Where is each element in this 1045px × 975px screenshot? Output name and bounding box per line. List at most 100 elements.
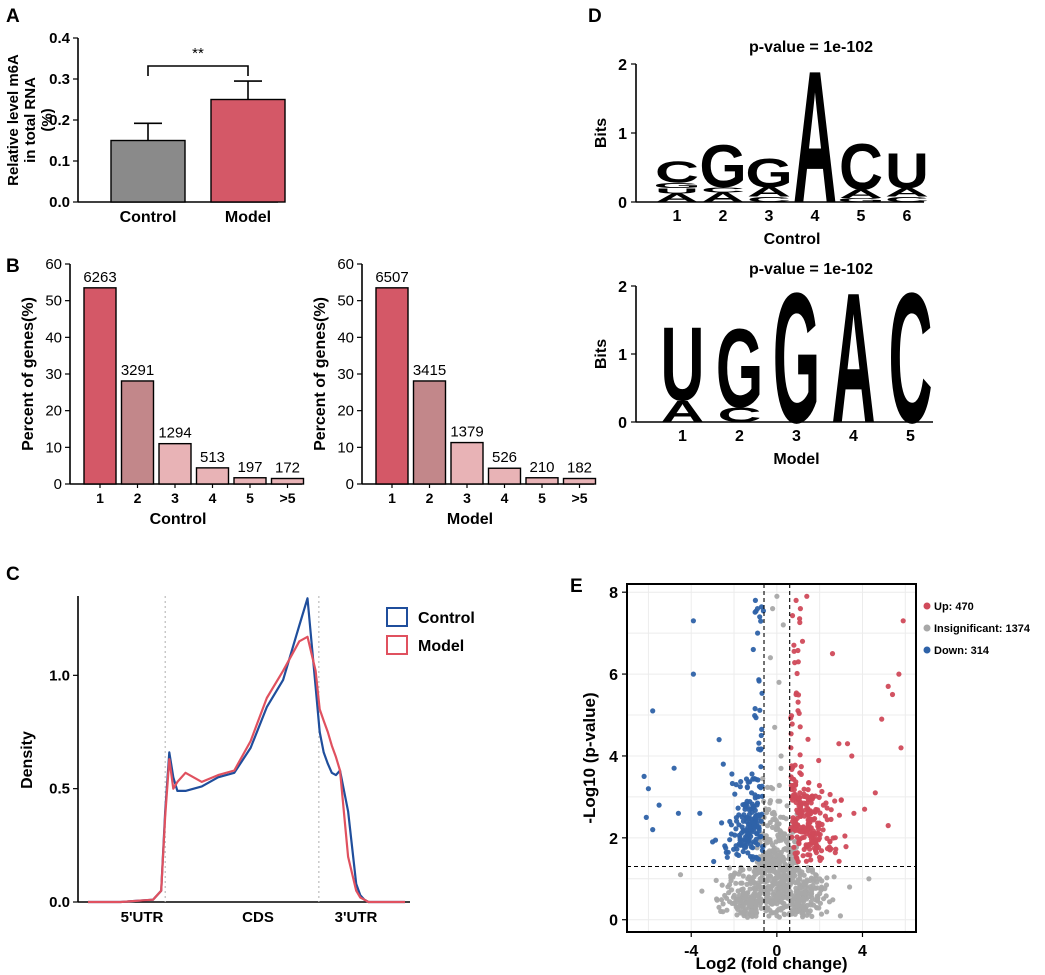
point-gray (773, 826, 779, 833)
point-gray (774, 847, 780, 853)
point-gray (776, 821, 782, 827)
point-gray (771, 900, 778, 906)
point-up (807, 824, 813, 830)
legend-dot (923, 602, 931, 610)
point-up (794, 670, 800, 677)
point-gray (748, 908, 755, 914)
point-up (828, 807, 834, 813)
y-tick-label: 0.0 (49, 894, 70, 911)
significance-bracket (147, 65, 249, 76)
bar-value-label: 513 (200, 449, 225, 466)
y-tick-label: 1 (618, 347, 627, 364)
point-up (898, 745, 904, 751)
point-up (797, 606, 804, 612)
logo-position-label: 2 (735, 428, 744, 445)
point-up (836, 741, 842, 747)
point-up (816, 757, 822, 764)
point-down (742, 801, 748, 808)
point-gray (777, 885, 783, 891)
point-gray (748, 900, 754, 906)
point-gray (756, 896, 762, 903)
region-label: 5'UTR (121, 909, 164, 926)
point-up (796, 841, 802, 847)
bar-model (210, 98, 286, 203)
point-down (747, 779, 753, 785)
point-up (799, 638, 806, 644)
point-down (758, 833, 764, 840)
logo-letter-g: G (716, 306, 763, 432)
point-down (690, 618, 697, 624)
point-up (824, 817, 830, 823)
point-gray (791, 900, 797, 906)
point-gray (788, 880, 794, 886)
point-gray (809, 886, 815, 892)
bar-1 (375, 287, 409, 485)
point-up (889, 691, 896, 698)
y-axis-label: Relative level m6A (5, 54, 22, 186)
panel-c-density-chart: 0.0 0.5 1.0 Density 5'UTR CDS 3'UTR Control Mode… (19, 596, 475, 926)
point-gray (792, 908, 799, 914)
point-gray (799, 890, 805, 896)
point-gray (818, 911, 825, 917)
point-gray (847, 884, 853, 890)
x-tick-label: >5 (572, 490, 588, 506)
point-up (800, 853, 806, 859)
point-gray (804, 877, 810, 883)
logo-letter-c: C (718, 403, 762, 426)
point-up (798, 801, 804, 807)
y-tick-label: 50 (337, 293, 354, 310)
point-down (756, 740, 762, 746)
point-up (842, 833, 848, 839)
legend-label: Insignificant: 1374 (934, 623, 1031, 635)
point-down (690, 671, 697, 677)
point-down (740, 848, 746, 855)
point-gray (768, 900, 774, 906)
point-gray (796, 897, 802, 903)
point-up (795, 659, 801, 665)
point-down (645, 786, 652, 792)
point-up (828, 846, 834, 852)
y-tick-label: 1 (618, 126, 627, 143)
panel-letter-c: C (6, 564, 20, 585)
y-tick-label: 30 (337, 366, 354, 383)
point-gray (765, 890, 771, 896)
point-gray (776, 859, 782, 866)
point-gray (780, 622, 786, 628)
point-up (830, 835, 836, 841)
point-down (738, 779, 744, 785)
point-up (793, 597, 799, 604)
point-gray (782, 832, 788, 838)
point-gray (780, 905, 786, 911)
point-down (752, 807, 758, 814)
point-gray (776, 894, 782, 900)
point-gray (753, 904, 759, 910)
point-down (737, 837, 743, 843)
point-gray (777, 798, 783, 804)
point-gray (776, 838, 782, 844)
legend-swatch-control (386, 607, 408, 627)
point-gray (814, 885, 820, 891)
logo-letter-g: G (773, 255, 820, 462)
legend-dot (923, 646, 931, 654)
logo-letter-c: C (889, 255, 933, 462)
y-tick-label: 20 (45, 403, 62, 420)
y-axis-label: in total RNA (22, 77, 39, 163)
point-gray (805, 864, 811, 871)
point-down (650, 708, 656, 714)
point-down (641, 773, 647, 780)
point-up (795, 692, 802, 698)
point-down (733, 826, 739, 832)
panel-letter-e: E (570, 576, 583, 597)
point-gray (766, 868, 772, 874)
x-tick-label: 2 (426, 490, 434, 506)
y-axis-label: Density (19, 731, 36, 789)
point-gray (719, 882, 725, 888)
point-gray (714, 896, 720, 902)
point-up (789, 834, 795, 840)
point-up (813, 806, 819, 813)
point-down (733, 782, 739, 788)
point-gray (765, 905, 771, 911)
logo-letter-a: A (655, 192, 699, 205)
bar-2 (120, 380, 155, 485)
